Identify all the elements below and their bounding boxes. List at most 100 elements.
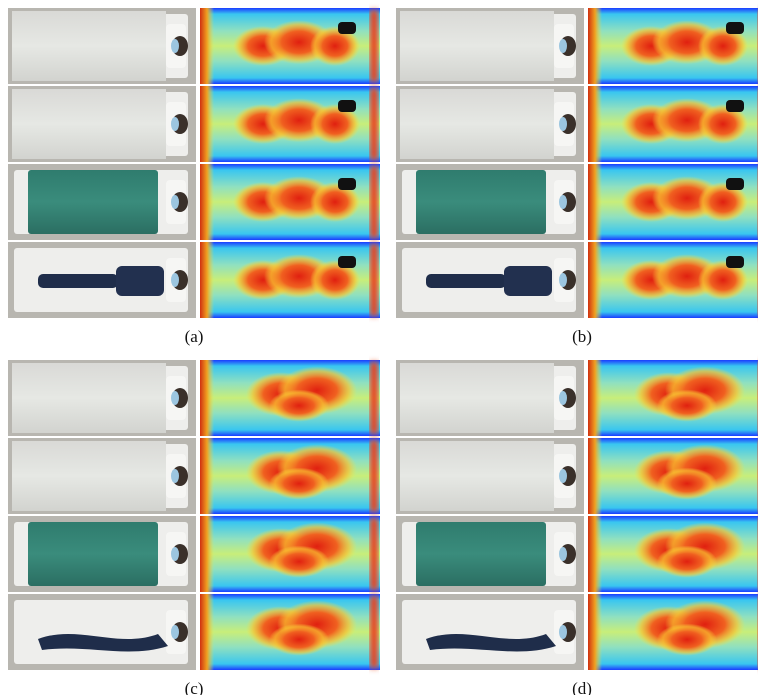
heatmap-edge [200,86,214,162]
bed-photo [8,86,196,162]
mask [171,469,179,483]
head-region [338,178,356,190]
blanket [12,11,166,81]
pressure-heatmap [588,360,758,436]
figure: (a) (b) (c) (d) [0,0,758,695]
panel-label: (c) [185,679,204,695]
bed-photo [396,516,584,592]
bed-photo [8,360,196,436]
bed-photo [8,516,196,592]
bed-photo [396,594,584,670]
blanket [400,89,554,159]
heatmap-edge [588,516,602,592]
panel-label: (d) [572,679,592,695]
panel: (c) [8,360,380,695]
pressure-blob [269,390,329,422]
heatmap-edge [588,164,602,240]
blanket [400,441,554,511]
blanket [416,522,546,586]
mask [171,391,179,405]
panels: (a) (b) (c) (d) [8,8,758,695]
mask [559,195,567,209]
heatmap-edge [370,596,378,668]
heatmap-edge [370,244,378,316]
heatmap-edge [200,360,214,436]
panel: (a) [8,8,380,346]
heatmap-edge [588,242,602,318]
panel-label: (a) [185,327,204,346]
pressure-heatmap [200,8,380,84]
head-region [726,256,744,268]
head-region [726,178,744,190]
person-torso [504,266,552,296]
head-region [338,100,356,112]
panel: (b) [396,8,758,346]
person-legs [426,274,506,288]
bed-photo [8,438,196,514]
mask [559,625,567,639]
blanket [12,363,166,433]
person-torso [116,266,164,296]
bed-photo [396,164,584,240]
bed-photo [8,242,196,318]
panel-label: (b) [572,327,592,346]
bed-photo [8,164,196,240]
pressure-blob [269,468,329,500]
pressure-blob [657,624,717,656]
person-legs [38,274,118,288]
heatmap-edge [200,8,214,84]
bed-photo [396,242,584,318]
pressure-heatmap [588,438,758,514]
pressure-heatmap [200,516,380,592]
heatmap-edge [370,518,378,590]
mask [559,117,567,131]
heatmap-edge [370,10,378,82]
mask [559,547,567,561]
heatmap-edge [588,594,602,670]
heatmap-edge [200,516,214,592]
pressure-heatmap [588,8,758,84]
pressure-heatmap [588,516,758,592]
heatmap-edge [200,438,214,514]
heatmap-edge [588,438,602,514]
mask [171,117,179,131]
blanket [28,170,158,234]
mattress [14,600,188,664]
heatmap-edge [370,440,378,512]
pressure-heatmap [200,242,380,318]
blanket [12,441,166,511]
head-region [726,100,744,112]
head-region [338,22,356,34]
pressure-blob [657,546,717,578]
blanket [400,11,554,81]
page: {"panels": [{"label": "(a)"}, {"label": … [0,0,758,695]
bed-photo [396,8,584,84]
heatmap-edge [588,86,602,162]
mattress [402,600,576,664]
heatmap-edge [588,8,602,84]
pressure-heatmap [200,594,380,670]
bed-photo [8,8,196,84]
heatmap-edge [370,362,378,434]
pressure-heatmap [200,438,380,514]
heatmap-edge [200,242,214,318]
blanket [12,89,166,159]
pressure-blob [657,468,717,500]
bed-photo [396,360,584,436]
heatmap-edge [588,360,602,436]
heatmap-edge [370,166,378,238]
heatmap-edge [200,164,214,240]
mask [559,39,567,53]
pressure-heatmap [588,86,758,162]
pressure-blob [657,390,717,422]
mask [171,39,179,53]
mask [171,547,179,561]
bed-photo [8,594,196,670]
bed-photo [396,438,584,514]
mask [171,625,179,639]
mask [171,273,179,287]
pressure-heatmap [200,164,380,240]
pressure-heatmap [588,164,758,240]
blanket [400,363,554,433]
pressure-heatmap [588,242,758,318]
